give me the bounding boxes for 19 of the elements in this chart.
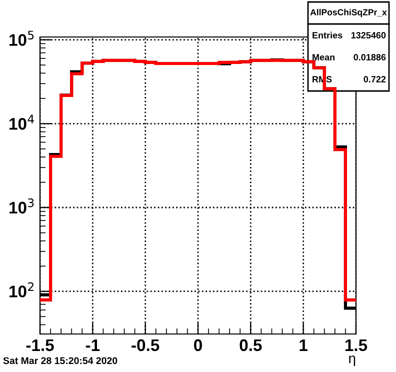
text: Sat Mar 28 15:20:54 2020: [3, 357, 118, 364]
x-tick-label: 0.5: [240, 339, 262, 352]
x-tick-label: -1.5: [26, 339, 54, 352]
y-tick-label: 10$^{5}$: [10, 30, 34, 46]
text: 0.722: [364, 76, 386, 82]
x-tick-label: -0.5: [132, 339, 160, 352]
x-axis-title: η: [348, 356, 356, 366]
annotation: Entries: [312, 32, 342, 38]
annotation: Mean: [312, 54, 335, 60]
y-tick-label: 10$^{4}$: [10, 114, 34, 130]
y-tick-label: 10$^{3}$: [10, 198, 34, 214]
y-tick-label: 10$^{2}$: [10, 282, 34, 298]
x-tick-label: 1.5: [345, 339, 368, 352]
annotation: 1325460: [351, 32, 386, 38]
x-tick-label: 1: [300, 339, 308, 351]
annotation: 0.01886: [354, 54, 386, 60]
x-tick-label: -1: [86, 339, 100, 351]
x-tick-label: 0: [194, 339, 202, 352]
text: AllPosChiSqZPr_x: [310, 8, 387, 18]
